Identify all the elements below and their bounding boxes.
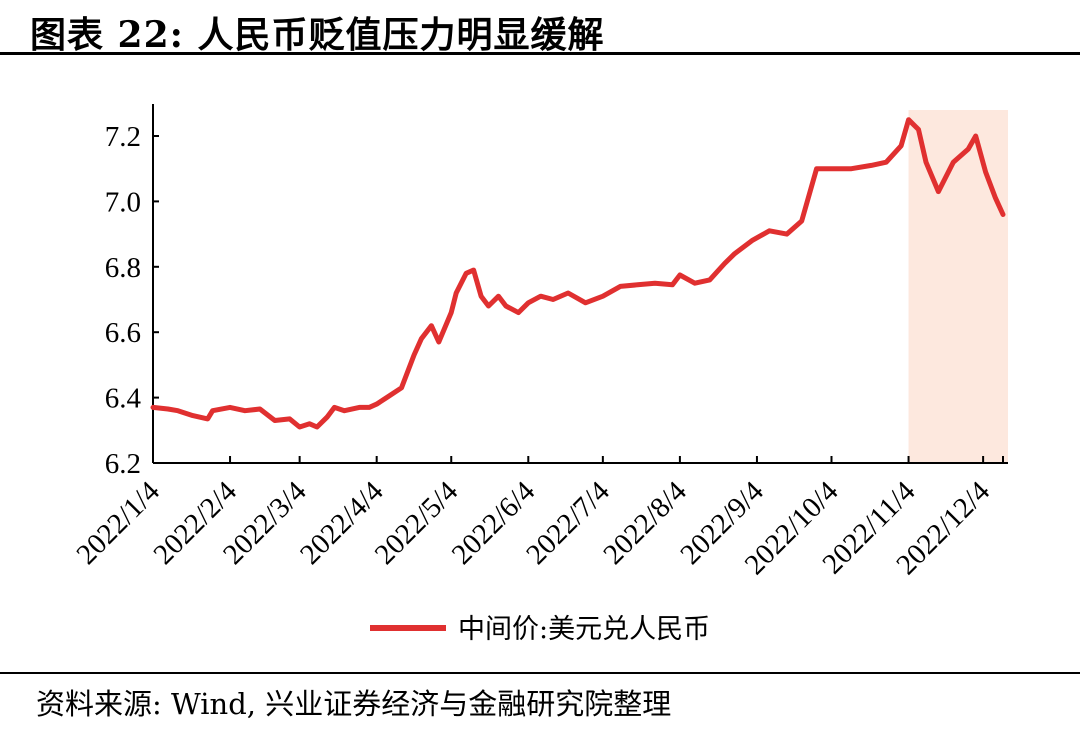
y-tick-label: 6.2	[105, 448, 141, 480]
legend: 中间价:美元兑人民币	[370, 614, 710, 645]
x-tick-label: 2022/1/4	[70, 475, 166, 571]
x-tick-label: 2022/5/4	[369, 475, 465, 571]
top-rule	[0, 52, 1080, 55]
y-tick-label: 7.0	[105, 186, 141, 218]
x-tick-label: 2022/7/4	[520, 475, 616, 571]
source-note: 资料来源: Wind, 兴业证券经济与金融研究院整理	[36, 687, 672, 721]
legend-label: 中间价:美元兑人民币	[458, 614, 710, 645]
y-tick-label: 6.4	[105, 383, 142, 415]
chart: 6.2 6.4 6.6 6.8 7.0 7.2 2022/1/42022/2/42022/…	[70, 104, 1008, 645]
x-tick-label: 2022/8/4	[597, 475, 693, 571]
series-line-0	[150, 117, 1006, 430]
y-tick-label: 7.2	[105, 121, 141, 153]
y-tick-label: 6.6	[105, 317, 141, 349]
y-axis-ticks: 6.2 6.4 6.6 6.8 7.0 7.2	[105, 121, 159, 480]
axes	[152, 104, 1008, 464]
bottom-rule	[0, 672, 1080, 674]
highlight-region	[908, 110, 1008, 463]
series-layer	[150, 117, 1006, 430]
y-tick-label: 6.8	[105, 252, 141, 284]
x-axis-ticks: 2022/1/42022/2/42022/3/42022/4/42022/5/4…	[70, 456, 1004, 581]
chart-title: 图表 22: 人民币贬值压力明显缓解	[30, 14, 605, 56]
